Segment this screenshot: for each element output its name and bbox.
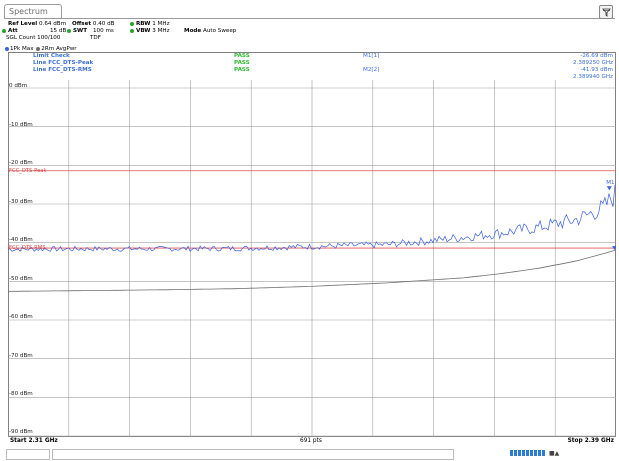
vbw-coupled-icon <box>130 28 134 33</box>
limit-check-result-1: PASS <box>234 60 250 66</box>
mode-value: Auto Sweep <box>203 28 237 34</box>
tab-spectrum[interactable]: Spectrum <box>4 4 62 18</box>
ref-level-label: Ref Level <box>8 21 38 27</box>
offset-value: 0.40 dB <box>92 21 115 27</box>
trace-1pk-max <box>8 184 616 252</box>
measurement-progress-bar <box>510 450 546 456</box>
vbw-value: 3 MHz <box>152 28 170 34</box>
marker-m1-tag: M1 <box>606 180 614 186</box>
swt-coupled-icon <box>67 28 71 33</box>
trace1-label: 1Pk Max <box>10 46 34 52</box>
sweep-points: 691 pts <box>300 438 322 444</box>
y-tick-label: -50 dBm <box>9 276 33 282</box>
stop-frequency: Stop 2.39 GHz <box>567 438 614 444</box>
status-bar: ■▲ <box>0 448 619 461</box>
vbw-label: VBW <box>136 28 151 34</box>
trace2-icon <box>36 46 41 51</box>
swt-label: SWT <box>73 28 88 34</box>
trace1-icon <box>5 46 9 51</box>
y-tick-label: -10 dBm <box>9 122 33 128</box>
frequency-axis-bar: Start 2.31 GHz 691 pts Stop 2.39 GHz <box>8 437 616 446</box>
y-tick-label: -40 dBm <box>9 237 33 243</box>
marker-m2-icon <box>612 246 616 251</box>
rbw-value: 1 MHz <box>152 21 170 27</box>
marker2-level: -41.93 dBm <box>580 67 613 73</box>
rbw-coupled-icon <box>130 21 134 26</box>
swt-value: 100 ms <box>93 28 114 34</box>
att-label: Att <box>8 28 18 34</box>
limit-check-name-2: Line FCC_DTS-RMS <box>33 67 92 73</box>
sgl-count: SGL Count 100/100 <box>6 35 61 41</box>
trace2-label: 2Rm AvgPwr <box>41 46 77 52</box>
marker2-label: M2[2] <box>363 67 380 73</box>
status-field-left <box>6 449 50 460</box>
trace-2rm-avgpwr <box>8 250 616 292</box>
y-tick-label: 0 dBm <box>9 83 28 89</box>
status-message-field <box>52 449 454 460</box>
limit-check-name-0: Limit Check <box>33 53 70 59</box>
tdf-label: TDF <box>90 35 101 41</box>
tab-label: Spectrum <box>9 7 48 16</box>
y-tick-label: -60 dBm <box>9 314 33 320</box>
marker1-frequency: 2.389250 GHz <box>573 60 613 66</box>
y-tick-label: -80 dBm <box>9 391 33 397</box>
marker-m1-icon <box>606 186 612 191</box>
rms-limit-label: FCC_DTS-RMS <box>9 245 46 251</box>
marker1-level: -26.69 dBm <box>580 53 613 59</box>
settings-button[interactable] <box>599 5 613 19</box>
marker2-frequency: 2.389940 GHz <box>573 74 613 80</box>
att-value: 15 dB <box>50 28 67 34</box>
offset-label: Offset <box>72 21 92 27</box>
peak-limit-label: FCC_DTS-Peak <box>9 168 47 174</box>
att-coupled-icon <box>2 28 6 33</box>
start-frequency: Start 2.31 GHz <box>10 438 58 444</box>
y-tick-label: -90 dBm <box>9 429 33 435</box>
trace-legend: 1Pk Max 2Rm AvgPwr <box>5 46 77 52</box>
tab-divider <box>4 18 615 19</box>
status-indicator-icon: ■▲ <box>549 450 560 457</box>
filter-icon <box>602 8 611 17</box>
marker1-label: M1[1] <box>363 53 380 59</box>
ref-level-value: 0.64 dBm <box>38 21 67 27</box>
limit-check-result-2: PASS <box>234 67 250 73</box>
y-tick-label: -70 dBm <box>9 353 33 359</box>
limit-check-result-0: PASS <box>234 53 250 59</box>
limit-check-name-1: Line FCC_DTS-Peak <box>33 60 94 66</box>
y-tick-label: -30 dBm <box>9 199 33 205</box>
spectrum-plot[interactable]: M1 <box>8 52 616 437</box>
y-tick-label: -20 dBm <box>9 160 33 166</box>
rbw-label: RBW <box>136 21 151 27</box>
mode-label: Mode <box>184 28 202 34</box>
